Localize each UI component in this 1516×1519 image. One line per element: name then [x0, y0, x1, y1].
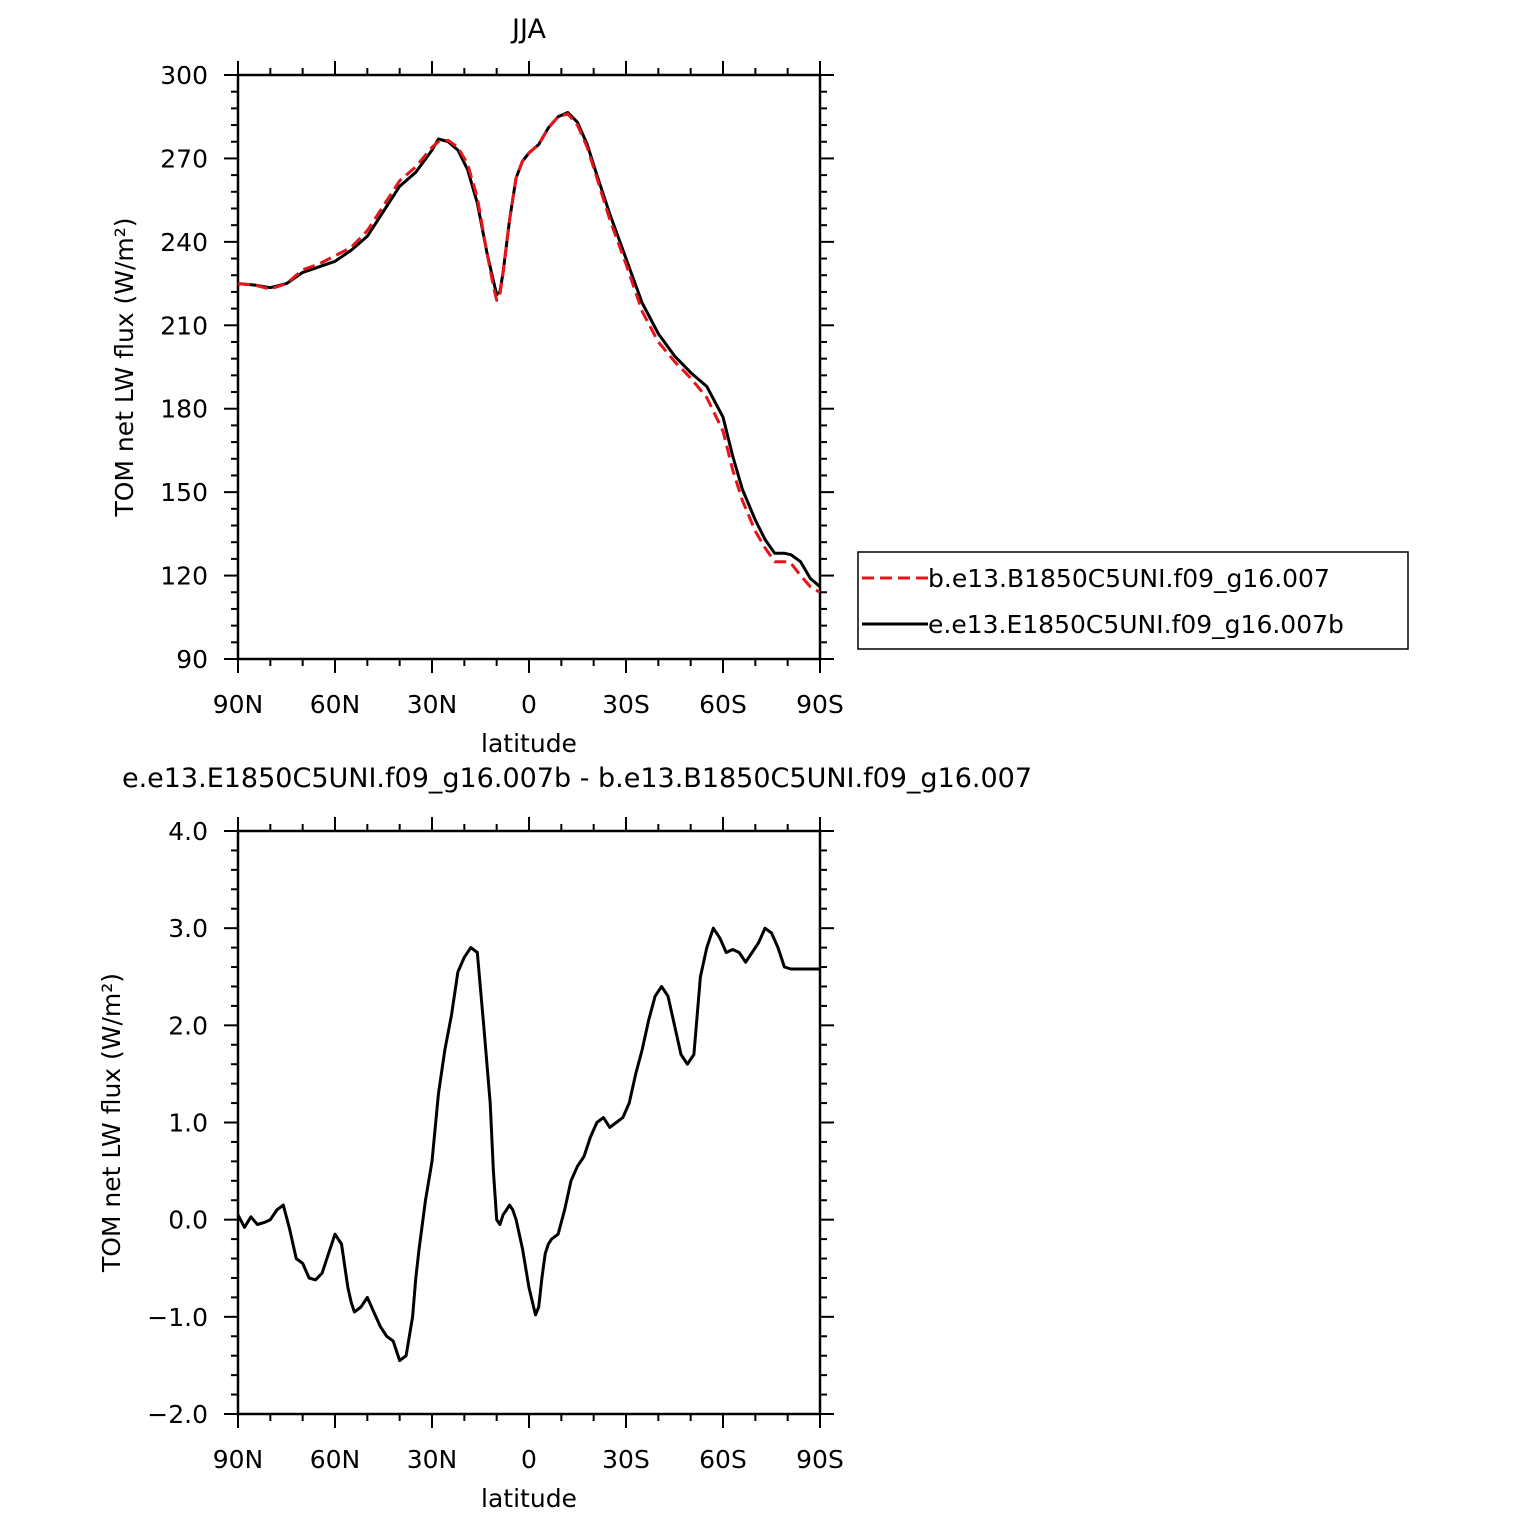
y-tick-label: 180: [160, 395, 208, 424]
y-axis-title: TOM net LW flux (W/m²): [110, 217, 139, 517]
x-tick-label: 30S: [602, 1445, 650, 1474]
bottom-panel: e.e13.E1850C5UNI.f09_g16.007b - b.e13.B1…: [97, 763, 1032, 1513]
x-tick-label: 60N: [310, 1445, 361, 1474]
x-tick-label: 90S: [796, 690, 844, 719]
y-tick-label: 2.0: [168, 1011, 208, 1040]
top-panel: JJA 90N 60N 30N 0 30S 60S 90S 90 120 150 180 210 240 2…: [110, 14, 1409, 758]
y-tick-label: 240: [160, 228, 208, 257]
y-tick-label: 150: [160, 478, 208, 507]
x-tick-label: 60N: [310, 690, 361, 719]
y-tick-label: −2.0: [147, 1400, 208, 1429]
y-tick-label: 270: [160, 144, 208, 173]
series-line: [238, 111, 820, 588]
y-tick-label: 0.0: [168, 1206, 208, 1235]
y-tick-label: 4.0: [168, 817, 208, 846]
x-axis-title: latitude: [481, 729, 577, 758]
x-tick-label: 90S: [796, 1445, 844, 1474]
x-tick-label: 30S: [602, 690, 650, 719]
y-axis-title: TOM net LW flux (W/m²): [97, 973, 126, 1273]
y-tick-label: −1.0: [147, 1303, 208, 1332]
y-tick-label: 3.0: [168, 914, 208, 943]
y-tick-label: 210: [160, 311, 208, 340]
x-tick-label: 60S: [699, 690, 747, 719]
x-tick-label: 30N: [407, 690, 458, 719]
x-tick-label: 90N: [213, 690, 264, 719]
plot-frame: [236, 829, 822, 1416]
x-tick-label: 0: [521, 690, 537, 719]
chart-title: e.e13.E1850C5UNI.f09_g16.007b - b.e13.B1…: [122, 763, 1032, 794]
legend-label: b.e13.B1850C5UNI.f09_g16.007: [928, 564, 1330, 593]
y-tick-label: 90: [176, 645, 208, 674]
series-line: [238, 926, 820, 1363]
y-tick-label: 300: [160, 61, 208, 90]
x-tick-label: 60S: [699, 1445, 747, 1474]
y-tick-label: 1.0: [168, 1109, 208, 1138]
series-line-dashed: [238, 112, 820, 594]
legend: b.e13.B1850C5UNI.f09_g16.007 e.e13.E1850C…: [857, 551, 1409, 650]
tick-marks: [224, 61, 834, 673]
x-tick-label: 30N: [407, 1445, 458, 1474]
x-tick-label: 0: [521, 1445, 537, 1474]
x-tick-label: 90N: [213, 1445, 264, 1474]
legend-label: e.e13.E1850C5UNI.f09_g16.007b: [928, 610, 1344, 639]
y-tick-label: 120: [160, 562, 208, 591]
plot-frame: [236, 73, 822, 661]
chart-title: JJA: [510, 14, 546, 45]
tick-marks: [224, 817, 834, 1428]
legend-box: [857, 551, 1409, 650]
x-axis-title: latitude: [481, 1484, 577, 1513]
